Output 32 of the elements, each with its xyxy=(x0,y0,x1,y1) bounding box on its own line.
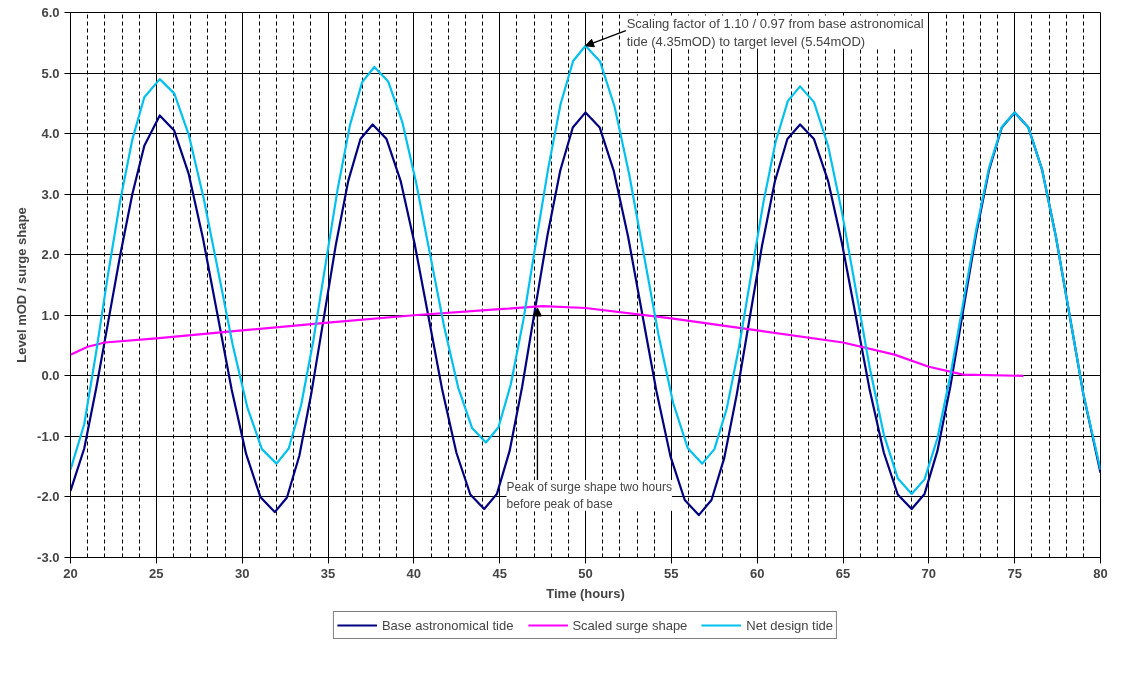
x-axis-title: Time (hours) xyxy=(546,585,625,601)
annotation: Scaling factor of 1.10 / 0.97 from base astronomical tide (4.35mOD) to target level (5.54mOD) xyxy=(626,15,924,49)
x-tick-label: 35 xyxy=(320,565,336,581)
y-tick-label: 1.0 xyxy=(41,307,60,323)
y-tick-label: 6.0 xyxy=(41,5,60,20)
x-tick-label: 55 xyxy=(664,565,679,581)
legend-label: Net design tide xyxy=(746,617,834,633)
x-tick-label: 65 xyxy=(835,565,851,581)
line-series xyxy=(70,305,1025,377)
y-tick-label: 3.0 xyxy=(41,186,60,202)
y-tick-label: -2.0 xyxy=(37,489,60,505)
legend-label: Base astronomical tide xyxy=(381,617,514,633)
annotation: Peak of surge shape two hours before peak of base xyxy=(506,479,672,511)
x-tick-label: 40 xyxy=(406,565,422,581)
x-tick-label: 20 xyxy=(63,565,78,581)
y-tick-label: 0.0 xyxy=(41,368,60,384)
x-tick-label: 50 xyxy=(578,565,593,581)
y-tick-label: 5.0 xyxy=(41,65,60,81)
x-tick-label: 25 xyxy=(149,565,164,581)
x-tick-label: 80 xyxy=(1093,565,1108,581)
line-series xyxy=(70,111,1101,517)
x-tick-label: 45 xyxy=(492,565,507,581)
y-axis-title: Level mOD / surge shape xyxy=(14,207,30,363)
y-tick-label: 4.0 xyxy=(41,126,60,142)
y-tick-label: -1.0 xyxy=(37,428,60,444)
x-tick-label: 70 xyxy=(921,565,937,581)
y-tick-label: 2.0 xyxy=(41,247,60,263)
x-tick-label: 30 xyxy=(234,565,250,581)
x-tick-label: 60 xyxy=(749,565,765,581)
x-tick-label: 75 xyxy=(1007,565,1022,581)
y-tick-label: -3.0 xyxy=(37,550,60,565)
legend-label: Scaled surge shape xyxy=(572,617,688,633)
